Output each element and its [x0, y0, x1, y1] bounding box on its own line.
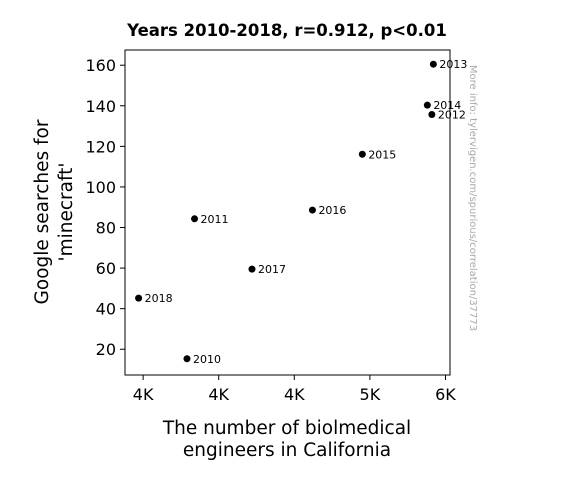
data-point	[308, 206, 316, 214]
y-tick-label: 40	[96, 300, 116, 319]
y-axis-label-line-1: Google searches for	[32, 119, 53, 304]
y-tick-label: 60	[96, 259, 116, 278]
x-tick-label: 4K	[133, 385, 154, 404]
y-tick-label: 100	[85, 178, 116, 197]
data-point	[428, 111, 436, 119]
data-point	[429, 60, 437, 68]
watermark-text: More info: tylervigen.com/spurious/corre…	[467, 65, 478, 331]
data-point	[135, 294, 143, 302]
data-point	[183, 355, 191, 363]
data-point-label: 2014	[433, 99, 461, 112]
chart-title: Years 2010-2018, r=0.912, p<0.01	[126, 21, 447, 40]
data-point-label: 2017	[258, 263, 286, 276]
x-tick-label: 4K	[208, 385, 229, 404]
x-axis-label-line-2: engineers in California	[183, 440, 391, 461]
x-tick-label: 4K	[284, 385, 305, 404]
data-point-label: 2016	[318, 204, 346, 217]
y-tick-label: 80	[96, 219, 116, 238]
x-tick-label: 6K	[435, 385, 456, 404]
data-point-labels-layer: 2010 2011 2012 2013 2014 2015 2016 2017 2018	[145, 58, 468, 366]
x-axis-label-line-1: The number of biolmedical	[162, 418, 411, 439]
x-tick-label: 5K	[360, 385, 381, 404]
x-axis-ticks: 4K 4K 4K 5K 6K	[133, 375, 456, 404]
y-tick-label: 160	[85, 56, 116, 75]
plot-area-frame	[124, 49, 451, 376]
data-point	[358, 150, 366, 158]
data-point-label: 2010	[193, 353, 221, 366]
y-axis-label-line-2: 'minecraft'	[56, 163, 77, 262]
data-point-label: 2011	[201, 213, 229, 226]
data-point-label: 2013	[439, 58, 467, 71]
data-points-layer	[135, 60, 437, 363]
data-point-label: 2015	[368, 148, 396, 161]
plot-frame-layer	[124, 49, 451, 376]
data-point	[248, 265, 256, 273]
data-point-label: 2012	[438, 109, 466, 122]
y-axis-ticks: 20 40 60 80 100 120 140 160	[85, 56, 125, 359]
data-point-label: 2018	[145, 292, 173, 305]
data-point	[191, 215, 199, 223]
y-tick-label: 140	[85, 97, 116, 116]
data-point	[423, 101, 431, 109]
y-tick-label: 120	[85, 137, 116, 156]
y-tick-label: 20	[96, 340, 116, 359]
